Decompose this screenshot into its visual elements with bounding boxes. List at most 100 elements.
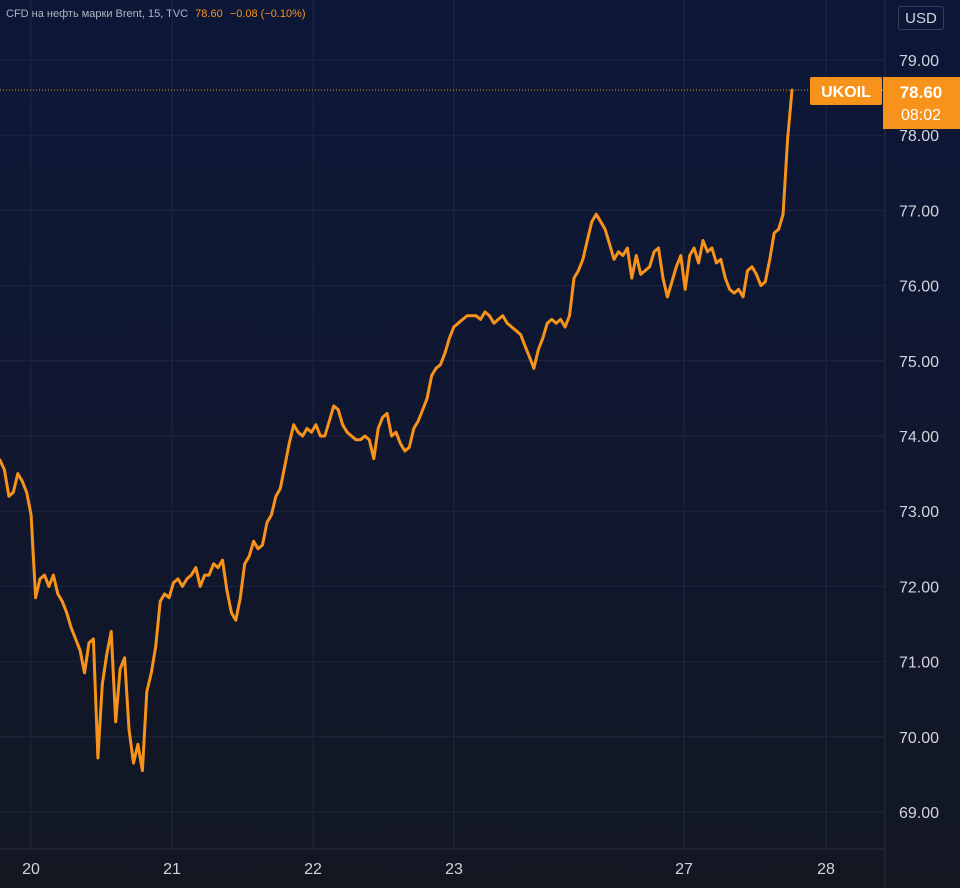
series-line [0,88,794,773]
time-axis[interactable]: 20 21 22 23 27 28 [22,861,835,878]
data-point [181,585,184,588]
data-point [751,266,753,268]
data-point [720,258,722,261]
data-point [141,769,144,772]
data-point [284,465,286,467]
price-badge-countdown: 08:02 [901,107,941,124]
y-tick-label: 76.00 [899,279,939,296]
data-point [3,469,6,471]
data-point [671,281,673,283]
data-point [57,593,59,595]
data-point [30,514,32,516]
data-point [292,423,295,426]
y-tick-label: 71.00 [899,655,939,672]
data-point [613,258,615,261]
data-point [79,649,81,652]
data-point [684,288,686,291]
data-point [172,581,175,584]
data-point [622,254,624,257]
y-tick-label: 78.00 [899,128,939,145]
data-point [604,228,606,230]
data-point [470,314,473,317]
data-point [230,611,233,614]
data-point [404,450,406,452]
data-point [564,326,566,328]
data-point [373,457,375,460]
data-point [150,672,153,674]
currency-button[interactable]: USD [898,6,944,30]
data-point [711,247,713,249]
data-point [728,288,731,291]
data-point [559,318,562,321]
data-point [186,578,188,580]
data-point [235,619,237,621]
data-point [279,487,282,490]
data-point [168,596,170,599]
data-point [510,326,513,328]
data-point [377,427,380,430]
data-point [190,574,193,576]
data-point [315,423,317,426]
y-tick-label: 73.00 [899,504,939,521]
data-point [252,540,255,543]
y-tick-label: 72.00 [899,579,939,596]
chart-header: CFD на нефть марки Brent, 15, TVC 78.60 … [6,8,306,20]
data-point [101,683,104,685]
data-point [662,277,664,279]
data-point [106,653,108,655]
data-point [297,431,299,434]
y-tick-label: 69.00 [899,805,939,822]
data-point [493,322,495,325]
data-point [444,352,446,355]
data-point [417,420,420,422]
data-point [657,247,660,249]
data-point [555,322,557,325]
data-point [675,266,678,268]
data-point [595,213,597,215]
data-point [221,559,224,561]
data-point [724,277,727,279]
data-point [737,288,740,291]
data-point [582,258,584,261]
data-point [97,757,99,759]
data-point [123,657,126,659]
data-point [92,638,95,640]
data-point [243,563,246,565]
data-point [8,495,10,498]
data-point [337,408,340,411]
data-point [453,326,455,328]
data-point [786,138,789,140]
data-point [769,258,771,261]
data-point [266,521,268,524]
data-point [546,322,549,325]
data-point [132,762,135,764]
data-point [426,397,428,400]
data-point [475,314,477,317]
data-point [479,318,482,321]
data-point [12,491,15,494]
data-point [488,314,491,317]
data-point [128,728,130,731]
data-point [773,232,775,234]
data-point [364,435,366,437]
data-point [421,408,424,411]
data-point [119,668,121,670]
data-point [39,578,41,580]
data-point [359,439,362,441]
data-point [408,446,411,449]
data-point [497,318,500,321]
symbol-badge-text: UKOIL [821,84,871,101]
price-axis[interactable]: 79.00 78.00 77.00 76.00 75.00 74.00 73.00 72.00… [899,53,939,822]
data-point [261,544,264,546]
data-point [381,416,384,419]
data-point [137,743,139,746]
data-point [461,318,464,321]
y-tick-label: 74.00 [899,429,939,446]
data-point [88,642,90,644]
data-point [154,645,157,648]
data-point [702,239,704,242]
data-point [644,269,646,272]
data-point [195,566,197,569]
data-point [755,273,758,276]
